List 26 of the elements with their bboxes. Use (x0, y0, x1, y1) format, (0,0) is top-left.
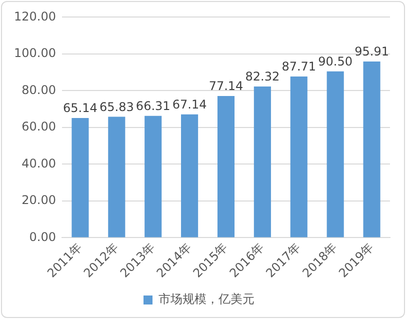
bar (254, 86, 271, 238)
data-label: 87.71 (282, 60, 316, 74)
bar (108, 116, 126, 238)
y-tick-label: 80.00 (22, 82, 56, 97)
bar (181, 114, 198, 238)
y-tick-label: 40.00 (22, 156, 56, 170)
data-label: 65.83 (99, 100, 134, 114)
bar (326, 71, 344, 238)
bar (363, 61, 380, 238)
y-tick-label: 20.00 (22, 193, 56, 208)
data-label: 65.14 (63, 101, 98, 116)
legend-label: 市场规模，亿美元 (158, 292, 254, 306)
y-tick-label: 100.00 (14, 46, 56, 60)
data-label: 82.32 (245, 70, 280, 84)
bar (72, 118, 89, 238)
bar (290, 76, 308, 238)
data-label: 67.14 (172, 97, 207, 112)
y-tick-label: 120.00 (14, 9, 56, 24)
data-label: 77.14 (208, 79, 244, 94)
y-tick-label: 0.00 (29, 230, 56, 244)
data-label: 66.31 (136, 98, 170, 113)
bar (217, 96, 235, 238)
y-tick-label: 60.00 (22, 120, 56, 134)
data-label: 95.91 (354, 44, 389, 59)
bar (144, 116, 162, 238)
data-label: 90.50 (318, 54, 353, 69)
